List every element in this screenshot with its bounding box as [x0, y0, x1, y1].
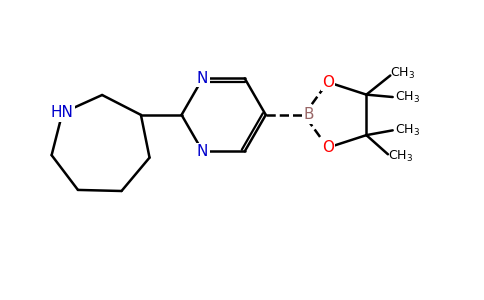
Text: HN: HN	[51, 105, 74, 120]
Text: N: N	[197, 71, 208, 86]
Text: CH$_3$: CH$_3$	[390, 66, 415, 81]
Text: CH$_3$: CH$_3$	[388, 149, 413, 164]
Text: B: B	[303, 107, 314, 122]
Text: N: N	[197, 144, 208, 159]
Text: O: O	[322, 140, 334, 155]
Text: CH$_3$: CH$_3$	[395, 89, 420, 105]
Text: O: O	[322, 75, 334, 90]
Text: CH$_3$: CH$_3$	[395, 123, 420, 138]
